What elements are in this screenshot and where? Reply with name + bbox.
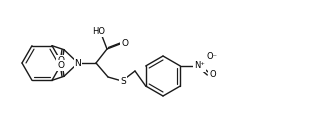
Text: N⁺: N⁺ [194, 62, 205, 70]
Text: HO: HO [92, 26, 106, 36]
Text: O: O [57, 56, 65, 65]
Text: N: N [74, 58, 82, 68]
Text: O⁻: O⁻ [207, 52, 218, 62]
Text: O: O [209, 70, 216, 80]
Text: O: O [57, 61, 65, 70]
Text: O: O [122, 38, 128, 48]
Text: S: S [120, 78, 126, 86]
